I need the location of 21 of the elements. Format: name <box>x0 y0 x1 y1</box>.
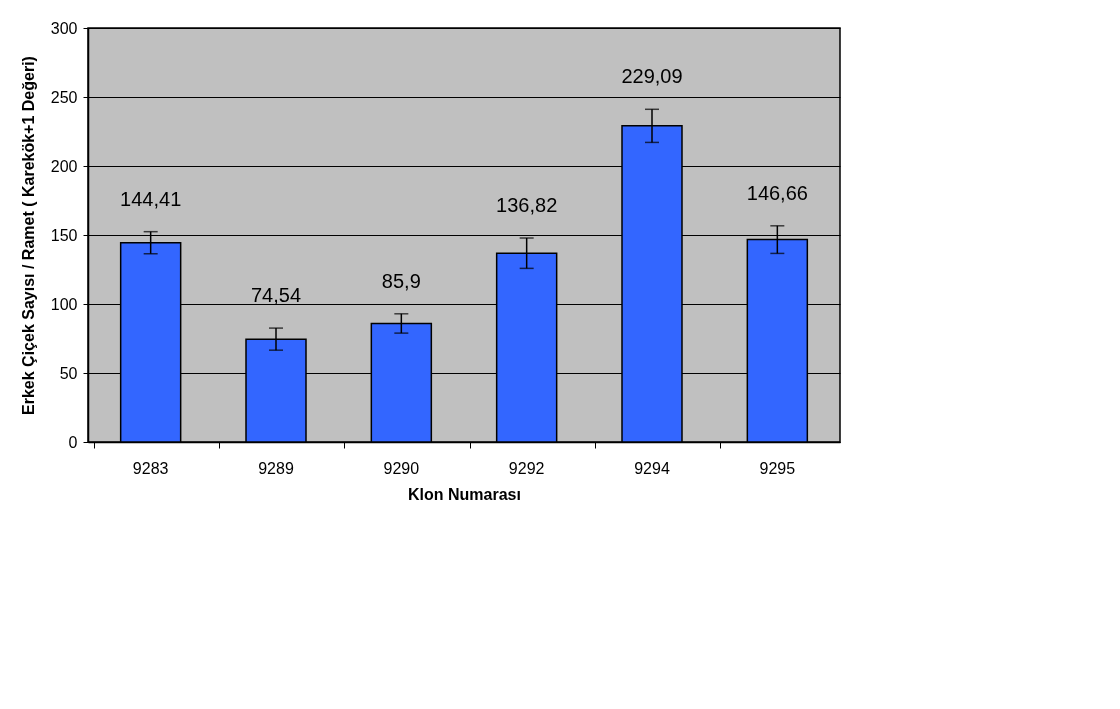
y-axis-title: Erkek Çiçek Sayısı / Ramet ( Karekök+1 Değeri) <box>19 56 37 415</box>
x-tick-label: 9292 <box>508 459 545 477</box>
x-axis-title: Klon Numarası <box>408 485 521 503</box>
y-tick-label: 200 <box>50 157 78 175</box>
data-label: 146,66 <box>746 181 808 204</box>
data-label: 136,82 <box>496 194 558 217</box>
y-tick-label: 250 <box>50 88 78 106</box>
x-tick-label: 9289 <box>258 459 294 477</box>
data-label: 74,54 <box>250 284 302 307</box>
y-tick-label: 300 <box>50 19 78 37</box>
data-label: 144,41 <box>120 187 182 210</box>
y-tick-label: 50 <box>59 364 78 382</box>
data-label: 229,09 <box>621 65 683 88</box>
data-label: 85,9 <box>381 269 421 292</box>
x-tick-label: 9290 <box>383 459 420 477</box>
x-tick-label: 9295 <box>759 459 796 477</box>
y-tick-label: 100 <box>50 295 78 313</box>
y-tick-label: 0 <box>68 433 78 451</box>
y-tick-label: 150 <box>50 226 78 244</box>
x-tick-label: 9283 <box>132 459 169 477</box>
x-tick-label: 9294 <box>634 459 670 477</box>
